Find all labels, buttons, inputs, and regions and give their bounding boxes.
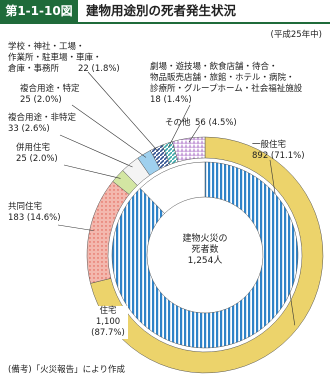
slice-label: 33 (2.6%): [8, 124, 50, 134]
leader-line: [71, 104, 147, 158]
leader-line: [57, 224, 94, 231]
slice: [139, 161, 206, 214]
figure-number: 第1-1-10図: [0, 0, 78, 22]
leader-line: [59, 134, 133, 168]
slice-label: 1,100 (87.7%): [88, 317, 128, 339]
slice-label: 56 (4.5%): [195, 118, 237, 128]
leader-line: [63, 164, 121, 179]
slice-label: 一般住宅: [252, 140, 287, 150]
leader-line: [87, 71, 159, 152]
slice-label: 22 (1.8%): [78, 64, 120, 74]
note: (備考)「火災報告」により作成: [8, 365, 125, 375]
slice: [111, 161, 299, 349]
slice-label: 学校・神社・工場・ 作業所・駐車場・車庫・ 倉庫・事務所: [8, 42, 102, 74]
slice-label: 劇場・遊技場・飲食店舗・待合・ 物品販売店舗・旅館・ホテル・病院・ 診療所・グル…: [150, 62, 303, 94]
slice-label: 18 (1.4%): [150, 95, 192, 105]
slice-label: 共同住宅: [8, 202, 43, 212]
subtitle: (平成25年中): [270, 30, 322, 40]
slice-label: 複合用途・特定: [20, 84, 80, 94]
slice-label: 25 (2.0%): [20, 95, 62, 105]
slice: [90, 136, 324, 374]
slice-label: 25 (2.0%): [16, 154, 58, 164]
chart-title: 建物用途別の死者発生状況: [86, 3, 237, 18]
slice-label: 892 (71.1%): [252, 151, 305, 161]
slice-label: その他: [165, 118, 191, 128]
slice-label: 183 (14.6%): [8, 213, 61, 223]
leader-line: [188, 124, 201, 143]
slice-label: 住宅: [88, 306, 128, 317]
slice-label: 併用住宅: [16, 143, 51, 153]
slice: [172, 136, 206, 163]
header-rule: [0, 22, 330, 24]
center-text: 建物火災の 死者数 1,254人: [182, 234, 228, 266]
slice-label: 複合用途・非特定: [8, 113, 77, 123]
leader-line: [168, 104, 191, 148]
